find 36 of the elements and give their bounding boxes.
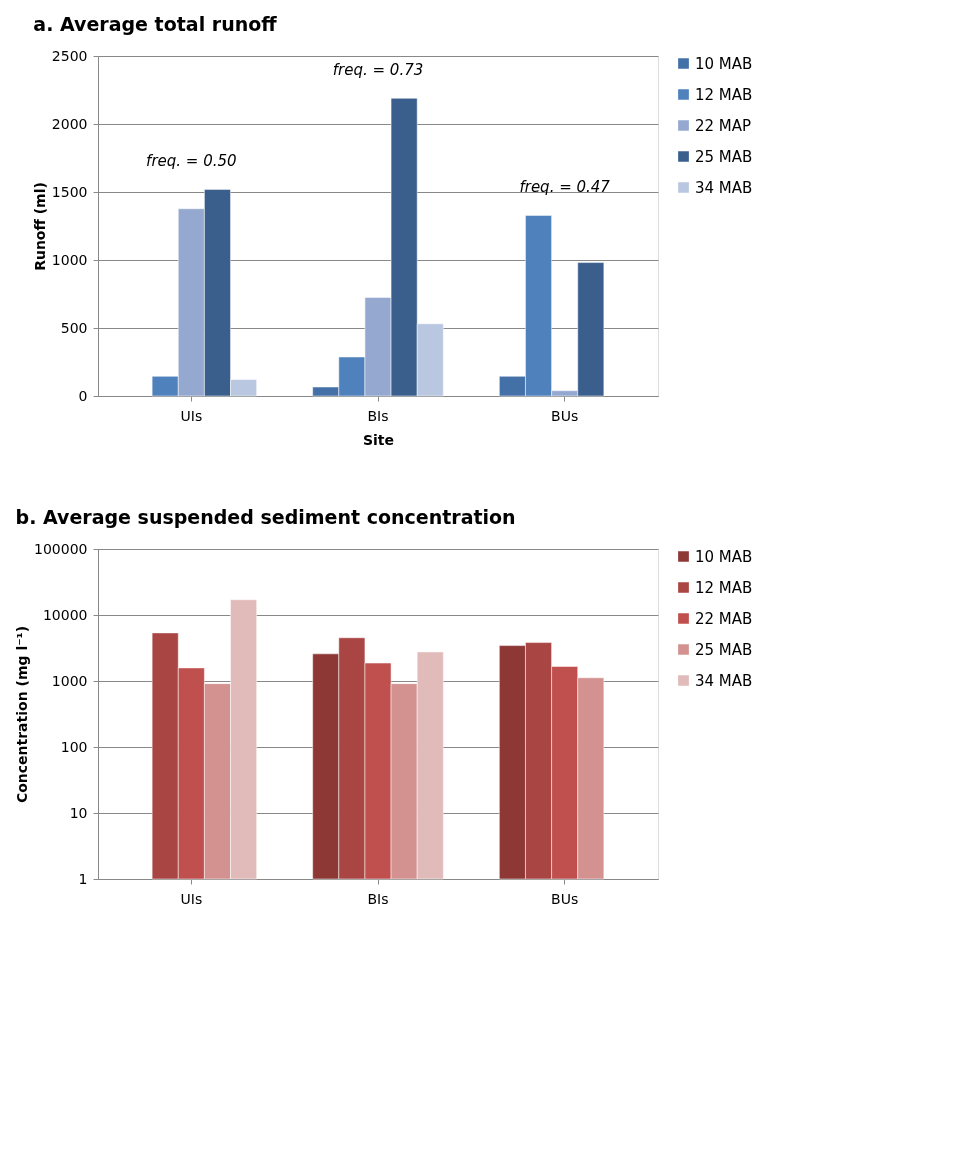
- y-tick-label: 2000: [51, 115, 88, 132]
- y-tick-label: 1000: [51, 251, 88, 268]
- y-tick-label: 1500: [51, 183, 88, 200]
- legend-label: 22 MAP: [695, 116, 752, 135]
- x-tick-label: BUs: [551, 407, 579, 424]
- legend-label: 25 MAB: [695, 640, 753, 659]
- y-tick-label: 1: [78, 870, 88, 887]
- y-tick-label: 100: [60, 738, 88, 755]
- legend-label: 10 MAB: [695, 54, 753, 73]
- annotation: freq. = 0.50: [146, 152, 237, 171]
- y-tick-label: 0: [78, 387, 88, 404]
- y-tick-label: 500: [60, 319, 88, 336]
- x-axis-title: Site: [362, 431, 395, 448]
- y-tick-label: 1000: [51, 672, 88, 689]
- legend-label: 22 MAB: [695, 609, 753, 628]
- legend-label: 25 MAB: [695, 147, 753, 166]
- y-axis-title: Concentration (mg l⁻¹): [14, 625, 31, 804]
- x-tick-label: BUs: [551, 890, 579, 907]
- legend-label: 10 MAB: [695, 547, 753, 566]
- annotation: freq. = 0.47: [519, 178, 611, 197]
- y-tick-label: 2500: [51, 47, 88, 64]
- y-tick-label: 100000: [34, 540, 88, 557]
- legend-label: 34 MAB: [695, 671, 753, 690]
- chart-title: b. Average suspended sediment concentration: [15, 506, 516, 528]
- x-tick-label: UIs: [180, 890, 203, 907]
- y-tick-label: 10: [69, 804, 88, 821]
- x-tick-label: UIs: [180, 407, 203, 424]
- annotation: freq. = 0.73: [332, 61, 424, 80]
- x-tick-label: BIs: [367, 890, 389, 907]
- chart-title: a. Average total runoff: [33, 13, 278, 35]
- legend-label: 12 MAB: [695, 578, 753, 597]
- y-tick-label: 10000: [42, 606, 88, 623]
- y-axis-title: Runoff (ml): [31, 182, 48, 271]
- x-tick-label: BIs: [367, 407, 389, 424]
- legend-label: 34 MAB: [695, 178, 753, 197]
- legend-label: 12 MAB: [695, 85, 753, 104]
